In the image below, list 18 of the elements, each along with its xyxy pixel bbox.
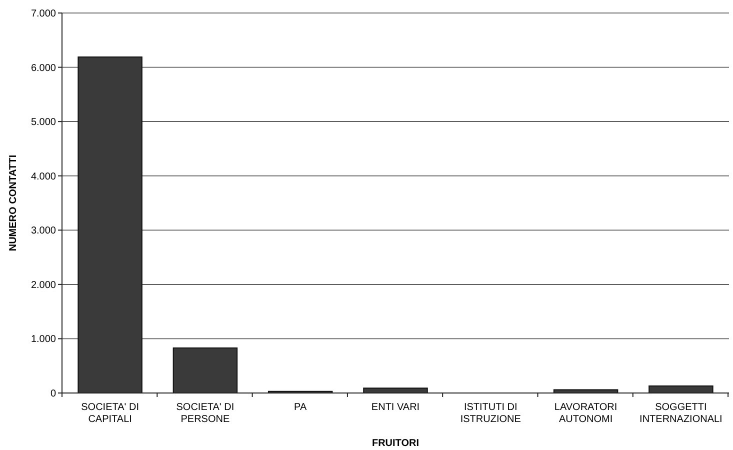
x-tick-label: ISTITUTI DI ISTRUZIONE: [460, 402, 522, 425]
y-tick-label: 0: [50, 388, 56, 400]
x-tick-label: SOCIETA' DI CAPITALI: [81, 402, 139, 425]
y-tick-label: 7.000: [30, 8, 56, 20]
x-tick-label: LAVORATORI AUTONOMI: [554, 402, 618, 425]
x-tick-label: SOGGETTI INTERNAZIONALI: [640, 402, 722, 425]
y-tick-label: 2.000: [30, 280, 56, 291]
x-tick-label: ENTI VARI: [371, 402, 420, 413]
y-axis-title: NUMERO CONTATTI: [8, 154, 19, 252]
x-tick-label: SOCIETA' DI PERSONE: [176, 402, 234, 425]
y-tick-label: 1.000: [30, 334, 56, 346]
y-tick-label: 5.000: [30, 117, 56, 128]
x-tick-label: PA: [294, 402, 307, 413]
y-tick-label: 6.000: [30, 62, 56, 74]
y-tick-label: 4.000: [30, 171, 56, 182]
bar: [172, 347, 238, 394]
x-axis-title: FRUITORI: [372, 438, 420, 449]
y-tick-label: 3.000: [30, 226, 56, 237]
